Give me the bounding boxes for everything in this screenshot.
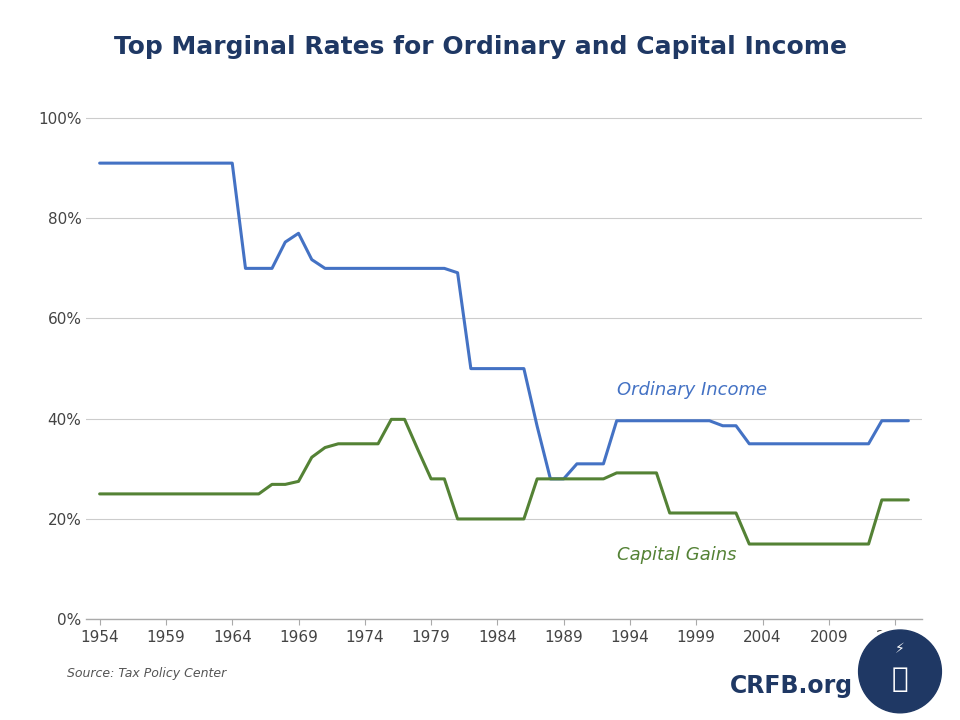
Text: Capital Gains: Capital Gains [616,546,736,564]
Text: ⚡: ⚡ [895,642,905,656]
Text: CRFB.org: CRFB.org [730,675,852,698]
Circle shape [856,627,944,716]
Text: Ordinary Income: Ordinary Income [616,381,767,399]
Text: 🏛: 🏛 [892,665,908,693]
Circle shape [858,630,942,713]
Text: Source: Tax Policy Center: Source: Tax Policy Center [67,667,227,680]
Text: Top Marginal Rates for Ordinary and Capital Income: Top Marginal Rates for Ordinary and Capi… [113,35,847,59]
